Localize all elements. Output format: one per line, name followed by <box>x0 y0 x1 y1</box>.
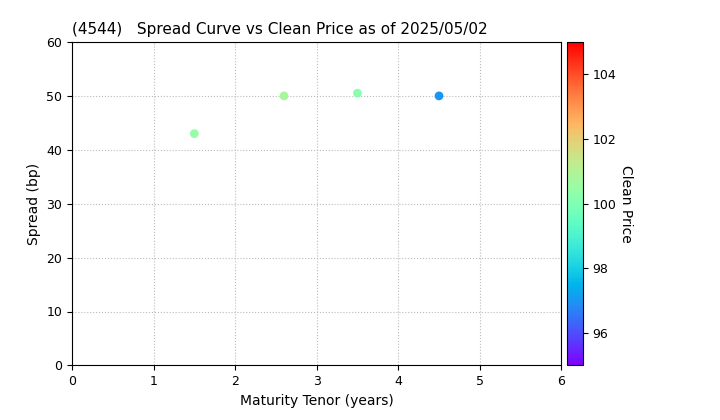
Text: (4544)   Spread Curve vs Clean Price as of 2025/05/02: (4544) Spread Curve vs Clean Price as of… <box>72 22 487 37</box>
X-axis label: Maturity Tenor (years): Maturity Tenor (years) <box>240 394 394 408</box>
Point <box>279 92 290 99</box>
Point <box>351 90 363 97</box>
Point <box>189 130 200 137</box>
Y-axis label: Clean Price: Clean Price <box>619 165 633 243</box>
Point <box>433 92 445 99</box>
Y-axis label: Spread (bp): Spread (bp) <box>27 163 41 245</box>
